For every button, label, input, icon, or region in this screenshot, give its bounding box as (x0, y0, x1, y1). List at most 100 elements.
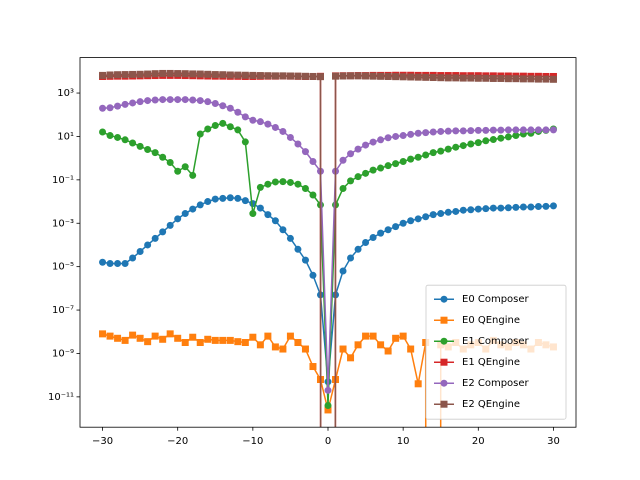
marker (279, 127, 287, 135)
marker (294, 72, 302, 80)
marker (151, 332, 159, 340)
marker (151, 234, 159, 242)
marker (369, 234, 377, 242)
marker (114, 71, 122, 79)
marker (181, 96, 189, 104)
marker (467, 140, 475, 148)
marker (226, 104, 234, 112)
marker (452, 74, 460, 82)
x-tick-label: 20 (472, 436, 485, 447)
marker (189, 70, 197, 78)
marker (444, 145, 452, 153)
marker (309, 363, 317, 371)
y-tick-label: 10⁻¹ (52, 175, 74, 186)
marker (512, 132, 520, 140)
marker (129, 139, 137, 147)
marker (392, 73, 400, 81)
marker (106, 259, 114, 267)
marker (332, 72, 340, 80)
marker (204, 335, 212, 343)
marker (129, 99, 137, 107)
marker (482, 126, 490, 134)
marker (211, 336, 219, 344)
marker (234, 194, 242, 202)
marker (144, 146, 152, 154)
marker (347, 72, 355, 80)
legend-label: E0 QEngine (462, 315, 520, 326)
marker (136, 334, 144, 342)
marker (234, 108, 242, 116)
marker (527, 75, 535, 83)
marker (271, 343, 279, 351)
marker (534, 203, 542, 211)
marker (384, 347, 392, 355)
x-tick-label: 30 (547, 436, 560, 447)
marker (241, 197, 249, 205)
marker (166, 159, 174, 167)
marker (129, 254, 137, 262)
marker (166, 96, 174, 104)
marker (219, 194, 227, 202)
marker (459, 127, 467, 135)
marker (121, 71, 129, 79)
marker (354, 173, 362, 181)
marker (241, 138, 249, 146)
legend-label: E0 Composer (462, 294, 530, 305)
marker (189, 96, 197, 104)
marker (264, 72, 272, 80)
marker (99, 258, 107, 266)
marker (422, 73, 430, 81)
marker (474, 205, 482, 213)
marker (347, 150, 355, 158)
marker (339, 184, 347, 192)
x-tick-label: −10 (242, 436, 263, 447)
marker (422, 151, 430, 159)
marker (440, 379, 448, 387)
marker (407, 130, 415, 138)
marker (414, 380, 422, 388)
marker (362, 169, 370, 177)
marker (429, 74, 437, 82)
marker (151, 149, 159, 157)
marker (211, 195, 219, 203)
marker (264, 211, 272, 219)
marker (294, 245, 302, 253)
marker (414, 153, 422, 161)
marker (474, 126, 482, 134)
marker (99, 330, 107, 338)
marker (347, 177, 355, 185)
marker (512, 75, 520, 83)
marker (271, 72, 279, 80)
marker (309, 191, 317, 199)
marker (392, 223, 400, 231)
marker (196, 70, 204, 78)
marker (414, 215, 422, 223)
marker (489, 74, 497, 82)
marker (144, 338, 152, 346)
marker (174, 70, 182, 78)
marker (189, 171, 197, 179)
marker (226, 194, 234, 202)
marker (241, 113, 249, 121)
marker (429, 149, 437, 157)
marker (114, 102, 122, 110)
marker (189, 205, 197, 213)
marker (519, 203, 527, 211)
marker (497, 204, 505, 212)
marker (211, 99, 219, 107)
marker (392, 334, 400, 342)
marker (181, 338, 189, 346)
marker (174, 96, 182, 104)
marker (399, 132, 407, 140)
marker (414, 73, 422, 81)
marker (324, 406, 332, 414)
marker (279, 178, 287, 186)
marker (286, 332, 294, 340)
marker (504, 204, 512, 212)
marker (482, 74, 490, 82)
marker (271, 123, 279, 131)
marker (504, 75, 512, 83)
marker (384, 134, 392, 142)
marker (121, 136, 129, 144)
marker (301, 184, 309, 192)
